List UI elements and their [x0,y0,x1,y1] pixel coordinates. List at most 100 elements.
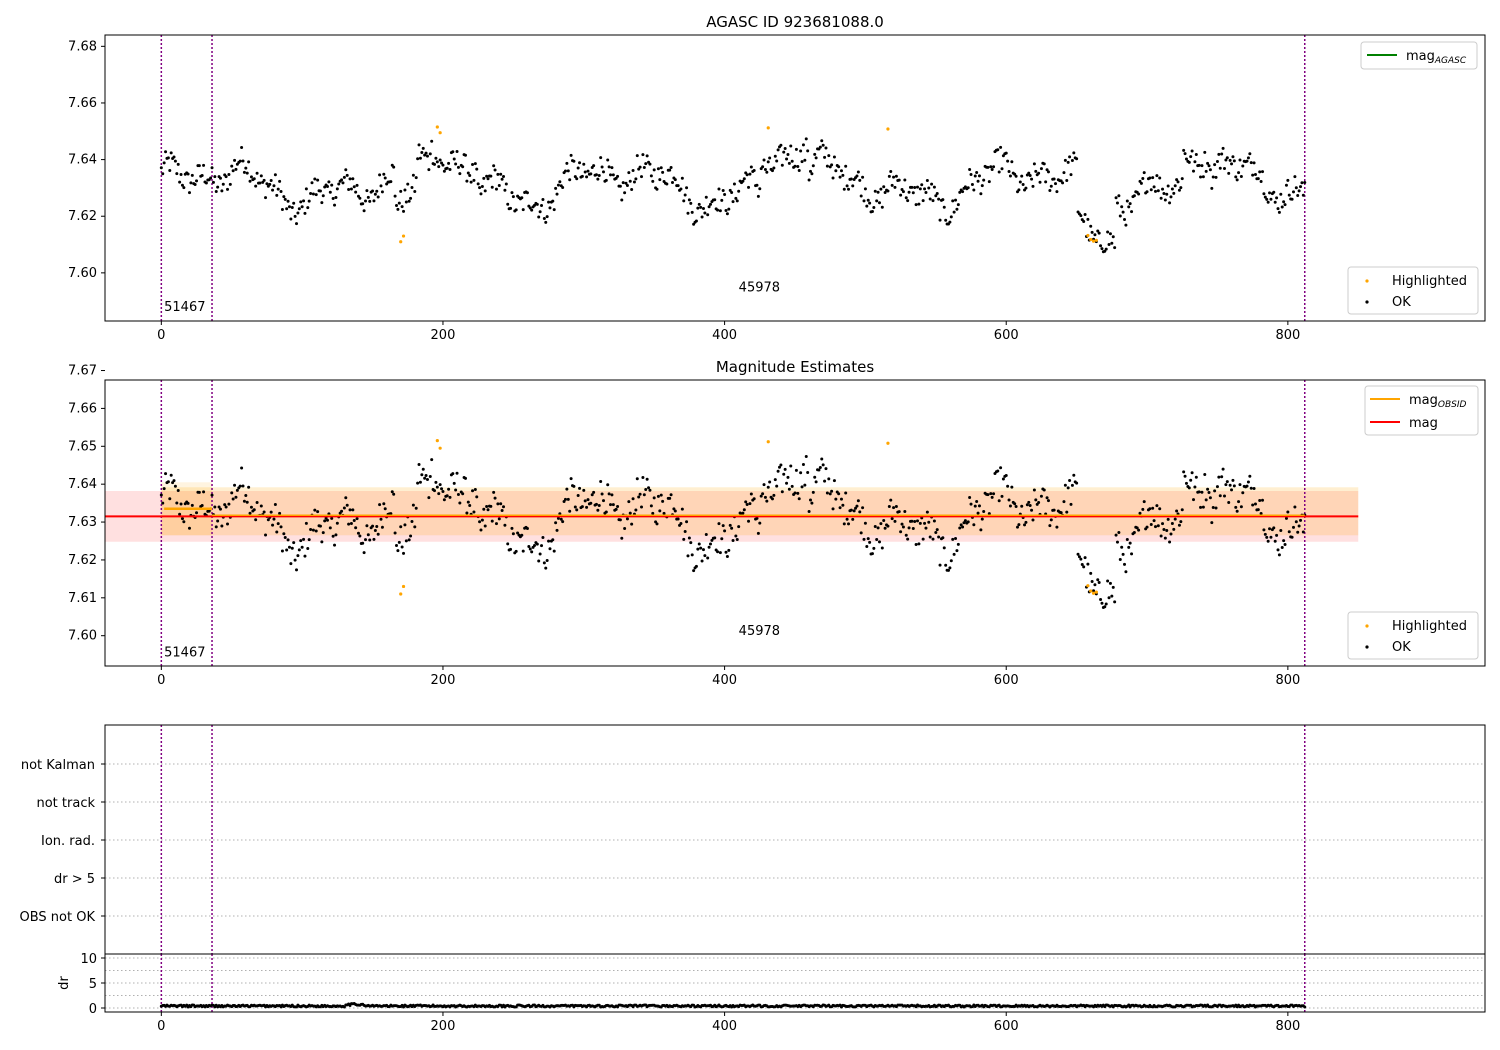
ok-point [709,202,713,206]
ok-point [689,541,693,545]
ok-point [618,184,622,188]
ok-point [1049,518,1053,522]
ok-point [913,519,917,523]
ok-point [914,542,918,546]
ok-point [779,463,783,467]
ok-point [1072,473,1076,477]
ok-point [516,531,520,535]
ok-point [169,473,173,477]
ok-point [604,510,608,514]
ok-point [1293,175,1297,179]
ok-point [747,519,751,523]
ok-point [634,177,638,181]
ok-point [934,530,938,534]
ok-point [176,489,180,493]
ok-point [382,172,386,176]
ok-point [1222,494,1226,498]
ok-point [1072,151,1076,155]
x-tick-label: 600 [994,328,1019,343]
ok-point [486,508,490,512]
ok-point [986,165,990,169]
ok-point [707,205,711,209]
ok-point [418,480,422,484]
ok-point [296,554,300,558]
ok-point [1284,183,1288,187]
ok-point [655,522,659,526]
panel-agasc-frame [104,34,1486,322]
ok-point [821,143,825,147]
ok-point [724,209,728,213]
ok-point [514,549,518,553]
ok-point [496,502,500,506]
ok-point [1184,157,1188,161]
highlighted-point [435,439,439,443]
ok-point [873,189,877,193]
ok-point [1034,498,1038,502]
ok-point [472,178,476,182]
ok-point [424,473,428,477]
ok-point [383,507,387,511]
ok-point [1008,504,1012,508]
ok-point [383,176,387,180]
ok-point [735,537,739,541]
ok-point [820,139,824,143]
ok-point [572,159,576,163]
legend-points-agasc: Highlighted OK [1347,266,1479,315]
highlighted-point [435,125,439,129]
ok-point [556,516,560,520]
ok-point [647,486,651,490]
ok-point [552,549,556,553]
ok-point [476,182,480,186]
ok-point [1237,500,1241,504]
ok-point [1118,558,1122,562]
ok-point [340,509,344,513]
ok-point [773,478,777,482]
ok-point [1208,496,1212,500]
ok-point [479,528,483,532]
ok-point [551,538,555,542]
ok-point [299,200,303,204]
ok-point [392,165,396,169]
ok-point [180,517,184,521]
ok-point [1169,195,1173,199]
ok-point [496,172,500,176]
ok-point [807,509,811,513]
ok-point [172,155,176,159]
ok-point [968,495,972,499]
ok-point [245,500,249,504]
ok-point [417,143,421,147]
ok-point [901,190,905,194]
ok-point [906,199,910,203]
ok-point [404,200,408,204]
ok-point [886,189,890,193]
ok-point [1000,167,1004,171]
ok-point [606,158,610,162]
ok-point [340,178,344,182]
ok-point [197,490,201,494]
ok-point [299,539,303,543]
ok-point [1010,485,1014,489]
ok-point [216,519,220,523]
ok-point [1083,212,1087,216]
ok-point [497,184,501,188]
ok-point [645,154,649,158]
ok-point [737,525,741,529]
ok-point [1218,494,1222,498]
ok-point [1189,155,1193,159]
flag-label: OBS not OK [20,910,96,925]
ok-point [293,214,297,218]
ok-point [1210,186,1214,190]
ok-point [1248,474,1252,478]
ok-point [918,187,922,191]
ok-point [1130,552,1134,556]
ok-point [1246,480,1250,484]
ok-point [1052,177,1056,181]
ok-point [286,199,290,203]
ok-point [1158,176,1162,180]
ok-point [949,559,953,563]
ok-point [234,167,238,171]
ok-point [1021,183,1025,187]
ok-point [692,569,696,573]
ok-point [1156,189,1160,193]
ok-point [627,500,631,504]
